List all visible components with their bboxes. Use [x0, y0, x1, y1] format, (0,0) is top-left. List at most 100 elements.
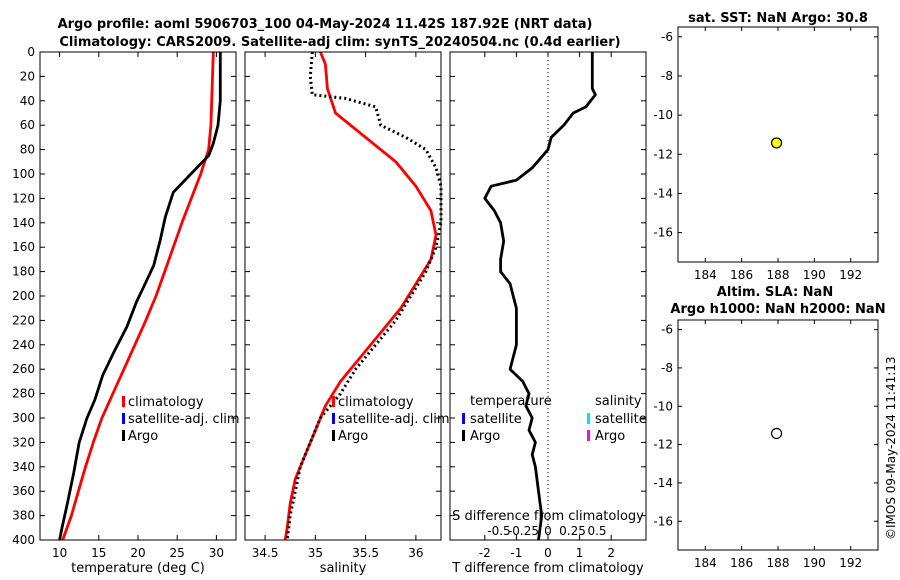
legend-title: temperature: [470, 394, 552, 409]
sst-map-panel: 184 186 188 190 192 -6 -8 -10 -12 -14 -16 sat. SST:…: [653, 11, 879, 282]
x-tick-label: 188: [767, 268, 790, 282]
y-tick-label: -12: [653, 438, 673, 452]
y-tick-label: 200: [12, 289, 35, 303]
map-frame: [677, 319, 879, 551]
float-location-marker: [770, 427, 783, 440]
y-tick-label: -8: [661, 361, 673, 375]
y-tick-label: 180: [12, 265, 35, 279]
legend-label: Argo: [338, 429, 368, 444]
sla-map-panel: 184 186 188 190 192 -6 -8 -10 -12 -14 -16 Altim. SL…: [653, 285, 885, 570]
y-tick-label: 20: [20, 69, 35, 83]
imos-watermark: ©IMOS 09-May-2024 11:41:13: [884, 356, 898, 540]
y-tick-label: 280: [12, 387, 35, 401]
x-tick-label: 30: [209, 546, 224, 560]
panel-frame: [244, 51, 442, 541]
legend-label: satellite: [595, 412, 647, 427]
y-tick-label: -12: [653, 147, 673, 161]
series-line-argo: [285, 51, 443, 541]
secondary-tick-label: -0.25: [508, 524, 539, 538]
legend-swatch: [462, 430, 465, 441]
y-tick-label: 120: [12, 191, 35, 205]
y-tick-label: 300: [12, 411, 35, 425]
float-location-marker: [770, 137, 783, 149]
panel-salinity: 34.5 35 35.5 36 salinity climatology satellite…: [244, 51, 450, 576]
map-frame: [677, 26, 879, 263]
y-tick-label: 320: [12, 435, 35, 449]
y-tick-label: -6: [661, 323, 673, 337]
legend-swatch: [587, 413, 590, 424]
x-axis-label: T difference from climatology: [451, 561, 644, 576]
panel-frame: [449, 51, 647, 541]
x-tick-label: 190: [803, 556, 826, 570]
y-tick-label: 400: [12, 533, 35, 547]
y-tick-label: -10: [653, 399, 673, 413]
legend-label: climatology: [338, 395, 414, 410]
figure-title-line1: Argo profile: aoml 5906703_100 04-May-20…: [58, 17, 593, 32]
y-tick-label: -14: [653, 186, 673, 200]
x-tick-label: 190: [803, 268, 826, 282]
legend-swatch: [332, 430, 335, 441]
x-tick-label: 35: [308, 546, 323, 560]
legend-label: climatology: [128, 395, 204, 410]
y-tick-label: 360: [12, 484, 35, 498]
y-tick-label: -6: [661, 30, 673, 44]
x-tick-label: 192: [839, 556, 862, 570]
x-tick-label: 1: [576, 546, 584, 560]
y-tick-label: 160: [12, 240, 35, 254]
x-tick-label: 192: [839, 268, 862, 282]
x-tick-label: 186: [730, 556, 753, 570]
panel-frame: [39, 51, 237, 541]
panel-difference: -2 -1 0 1 2T difference from climatology S di…: [449, 51, 647, 576]
legend-swatch: [122, 413, 125, 424]
legend-label: satellite-adj. clim: [128, 412, 240, 427]
x-tick-label: -2: [479, 546, 491, 560]
sla-panel-title-line2: Argo h1000: NaN h2000: NaN: [670, 302, 885, 317]
y-tick-label: 100: [12, 167, 35, 181]
secondary-tick-label: 0.25: [559, 524, 586, 538]
legend-swatch: [332, 413, 335, 424]
secondary-axis-label: S difference from climatology: [452, 509, 644, 524]
x-tick-label: 186: [730, 268, 753, 282]
x-tick-label: 36: [408, 546, 423, 560]
secondary-tick-label: 0.5: [587, 524, 606, 538]
legend-label: satellite-adj. clim: [338, 412, 450, 427]
y-tick-label: 240: [12, 338, 35, 352]
x-tick-label: 35.5: [352, 546, 379, 560]
figure-title-line2: Climatology: CARS2009. Satellite-adj cli…: [59, 35, 620, 50]
secondary-tick-label: -0.5: [487, 524, 510, 538]
legend-swatch: [587, 430, 590, 441]
legend-label: Argo: [470, 429, 500, 444]
x-axis-label: salinity: [320, 561, 367, 576]
y-tick-label: -16: [653, 226, 673, 240]
series-line-climatology: [61, 51, 215, 541]
panel-temperature: 0 20 40 60 80 100 120 140 160 180 200 220 240 260 280 3…: [12, 45, 240, 576]
secondary-tick-label: 0: [544, 524, 552, 538]
legend-label: Argo: [595, 429, 625, 444]
x-tick-label: 188: [767, 556, 790, 570]
y-tick-label: 220: [12, 313, 35, 327]
legend-swatch: [332, 396, 335, 407]
y-tick-label: 340: [12, 460, 35, 474]
series-line-argo: [58, 52, 222, 541]
legend-swatch: [462, 413, 465, 424]
y-tick-label: -10: [653, 108, 673, 122]
y-tick-label: 80: [20, 143, 35, 157]
x-axis-label: temperature (deg C): [71, 561, 205, 576]
legend-title: salinity: [595, 394, 642, 409]
x-tick-label: 34.5: [252, 546, 279, 560]
x-tick-label: 10: [52, 546, 67, 560]
legend-swatch: [122, 430, 125, 441]
x-tick-label: -1: [510, 546, 522, 560]
y-tick-label: 60: [20, 118, 35, 132]
legend-label: satellite: [470, 412, 522, 427]
x-tick-label: 20: [130, 546, 145, 560]
series-line-argo-t-diff: [483, 52, 597, 541]
sla-panel-title-line1: Altim. SLA: NaN: [717, 285, 833, 300]
sst-panel-title: sat. SST: NaN Argo: 30.8: [688, 11, 868, 26]
x-tick-label: 15: [91, 546, 106, 560]
y-tick-label: -14: [653, 476, 673, 490]
y-tick-label: -16: [653, 514, 673, 528]
x-tick-label: 25: [170, 546, 185, 560]
legend-label: Argo: [128, 429, 158, 444]
